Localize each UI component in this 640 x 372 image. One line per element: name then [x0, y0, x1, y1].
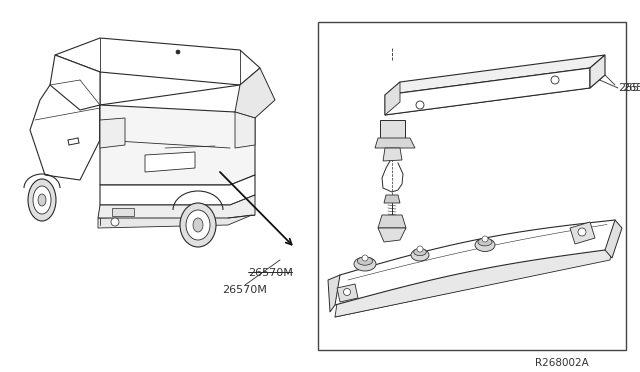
Polygon shape	[145, 152, 195, 172]
Ellipse shape	[193, 218, 203, 232]
Text: 26570M: 26570M	[223, 285, 268, 295]
Bar	[318, 22, 626, 350]
Circle shape	[344, 289, 351, 295]
Circle shape	[176, 50, 180, 54]
Polygon shape	[385, 75, 605, 115]
Polygon shape	[235, 68, 275, 118]
Ellipse shape	[33, 186, 51, 214]
Circle shape	[482, 236, 488, 242]
Text: 26599M: 26599M	[618, 83, 640, 93]
Polygon shape	[378, 228, 406, 242]
Polygon shape	[100, 175, 255, 205]
Polygon shape	[100, 105, 255, 185]
Polygon shape	[385, 55, 605, 95]
Polygon shape	[98, 215, 255, 228]
Text: 26599M: 26599M	[622, 83, 640, 93]
Ellipse shape	[180, 203, 216, 247]
Polygon shape	[375, 138, 415, 148]
Polygon shape	[385, 68, 590, 115]
Polygon shape	[100, 118, 125, 148]
Polygon shape	[235, 112, 255, 148]
Ellipse shape	[475, 238, 495, 251]
Ellipse shape	[411, 249, 429, 261]
Text: 26570M: 26570M	[248, 268, 293, 278]
Circle shape	[551, 76, 559, 84]
Polygon shape	[570, 222, 595, 244]
Polygon shape	[383, 148, 402, 161]
Ellipse shape	[354, 257, 376, 271]
Polygon shape	[50, 55, 100, 110]
Polygon shape	[98, 195, 255, 218]
Polygon shape	[335, 228, 615, 317]
Ellipse shape	[357, 257, 372, 265]
Ellipse shape	[478, 238, 492, 246]
Ellipse shape	[28, 179, 56, 221]
Polygon shape	[378, 215, 406, 228]
Polygon shape	[100, 85, 255, 140]
Circle shape	[417, 246, 423, 252]
Circle shape	[111, 218, 119, 226]
Polygon shape	[55, 38, 260, 85]
Polygon shape	[30, 72, 100, 180]
Polygon shape	[384, 195, 400, 203]
Polygon shape	[385, 82, 400, 115]
Circle shape	[578, 228, 586, 236]
Polygon shape	[335, 220, 615, 305]
Ellipse shape	[186, 210, 210, 240]
Circle shape	[416, 101, 424, 109]
Bar	[112, 208, 134, 216]
Text: R268002A: R268002A	[535, 358, 589, 368]
Polygon shape	[328, 275, 340, 312]
Polygon shape	[337, 284, 358, 302]
Circle shape	[362, 255, 368, 261]
Ellipse shape	[38, 194, 46, 206]
Polygon shape	[590, 55, 605, 88]
Ellipse shape	[413, 248, 426, 256]
Polygon shape	[605, 220, 622, 258]
Polygon shape	[380, 120, 405, 140]
